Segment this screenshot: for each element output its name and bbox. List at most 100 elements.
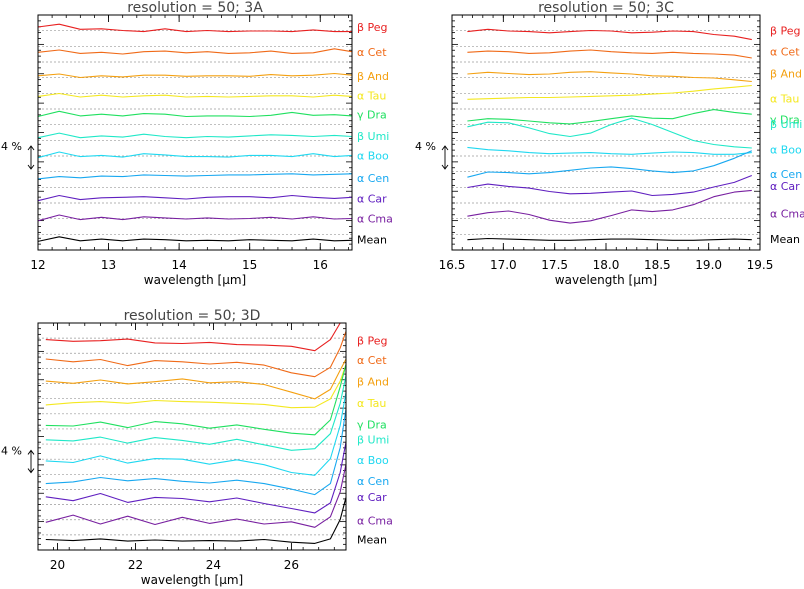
series-line-1: [45, 331, 347, 378]
scale-arrow-head: [27, 468, 35, 474]
legend-label: α Car: [357, 193, 387, 206]
legend-label: γ Dra: [357, 109, 387, 122]
legend-label: α Boo: [357, 149, 389, 162]
legend-label: β And: [770, 67, 802, 80]
series-line-2: [37, 72, 353, 79]
x-tick-label: 17.5: [541, 258, 568, 272]
legend-label: α Boo: [357, 454, 389, 467]
series-line-10: [37, 236, 353, 242]
legend-label: α Car: [770, 180, 800, 193]
legend-label: Mean: [770, 233, 800, 246]
legend-label: α Tau: [357, 397, 386, 410]
plot-frame: [37, 322, 347, 551]
legend-label: β Peg: [357, 21, 388, 34]
chart-title: resolution = 50; 3C: [538, 0, 674, 16]
legend-label: α Cet: [357, 354, 387, 367]
series-line-0: [37, 23, 352, 33]
scale-arrow-head: [441, 164, 449, 170]
series-line-6: [467, 146, 752, 155]
chart-panel-1: 16.5 17.0 17.5 18.0 18.5 19.0 19.5 β Peg α Cet β …: [415, 0, 804, 287]
chart-panel-0: 12 13 14 15 16 β Peg α Cet β And α Tau γ Dra β Umi…: [1, 0, 393, 287]
chart-title: resolution = 50; 3A: [127, 0, 263, 16]
x-tick-label: 18.0: [593, 258, 620, 272]
series-line-5: [37, 132, 353, 139]
scale-arrow-head: [27, 449, 35, 455]
x-tick-label: 24: [206, 558, 221, 572]
legend-label: α Cen: [357, 475, 389, 488]
series-line-2: [467, 71, 752, 83]
legend-label: α Cen: [357, 172, 389, 185]
scale-label: 4 %: [415, 140, 436, 153]
series-line-7: [45, 408, 347, 496]
x-tick-label: 19.0: [695, 258, 722, 272]
series-line-4: [45, 364, 347, 436]
series-line-8: [467, 174, 753, 197]
series-line-9: [467, 189, 752, 224]
series-line-8: [37, 194, 353, 202]
series-line-3: [45, 364, 347, 409]
legend-label: α Tau: [357, 90, 386, 103]
legend-label: α Tau: [770, 93, 799, 106]
x-tick-label: 13: [101, 258, 116, 272]
scale-label: 4 %: [1, 444, 22, 457]
series-line-10: [45, 497, 347, 544]
legend-label: α Cen: [770, 168, 802, 181]
series-line-3: [37, 92, 353, 98]
plot-frame: [451, 14, 761, 251]
scale-arrow-head: [27, 145, 35, 151]
x-tick-label: 12: [30, 258, 45, 272]
legend-label: α Cma: [357, 514, 393, 527]
series-line-3: [467, 84, 752, 100]
series-line-4: [37, 110, 353, 118]
x-axis-label: wavelength [μm]: [555, 273, 657, 287]
legend-label: β And: [357, 70, 389, 83]
legend-label: α Cma: [357, 212, 393, 225]
series-line-9: [45, 464, 347, 528]
x-tick-label: 16: [313, 258, 328, 272]
series-line-7: [37, 173, 353, 180]
legend-label: Mean: [357, 534, 387, 547]
legend-label: β And: [357, 376, 389, 389]
series-line-1: [467, 49, 752, 59]
x-tick-label: 22: [128, 558, 143, 572]
series-line-4: [467, 109, 752, 125]
series-line-0: [45, 322, 346, 352]
legend-label: β Peg: [357, 335, 388, 348]
x-axis-label: wavelength [μm]: [144, 273, 246, 287]
x-tick-label: 26: [284, 558, 299, 572]
series-line-10: [467, 237, 752, 241]
legend-label: Mean: [357, 234, 387, 247]
x-tick-label: 18.5: [644, 258, 671, 272]
legend-label: β Peg: [770, 25, 801, 38]
legend-label: γ Dra: [357, 419, 387, 432]
x-tick-label: 20: [50, 558, 65, 572]
series-line-6: [45, 392, 347, 476]
series-line-2: [45, 358, 347, 400]
series-line-9: [37, 214, 353, 222]
series-line-0: [467, 28, 752, 41]
legend-label: α Boo: [770, 143, 802, 156]
plot-frame: [37, 14, 353, 251]
series-line-1: [37, 48, 353, 55]
x-tick-label: 16.5: [439, 258, 466, 272]
legend-label: α Cma: [770, 207, 804, 220]
x-tick-label: 14: [171, 258, 186, 272]
legend-label: α Cet: [770, 46, 800, 59]
series-line-6: [37, 151, 353, 159]
legend-label: α Cet: [357, 46, 387, 59]
scale-label: 4 %: [1, 140, 22, 153]
legend-label: β Umi: [770, 118, 802, 131]
scale-arrow-head: [441, 145, 449, 151]
series-line-5: [467, 117, 752, 149]
x-tick-label: 15: [242, 258, 257, 272]
legend-label: α Car: [357, 491, 387, 504]
x-tick-label: 19.5: [747, 258, 774, 272]
series-line-7: [467, 150, 753, 178]
legend-label: β Umi: [357, 433, 389, 446]
x-tick-label: 17.0: [490, 258, 517, 272]
x-axis-label: wavelength [μm]: [141, 573, 243, 587]
legend-label: γ Dra: [770, 114, 800, 127]
series-line-8: [45, 441, 347, 514]
